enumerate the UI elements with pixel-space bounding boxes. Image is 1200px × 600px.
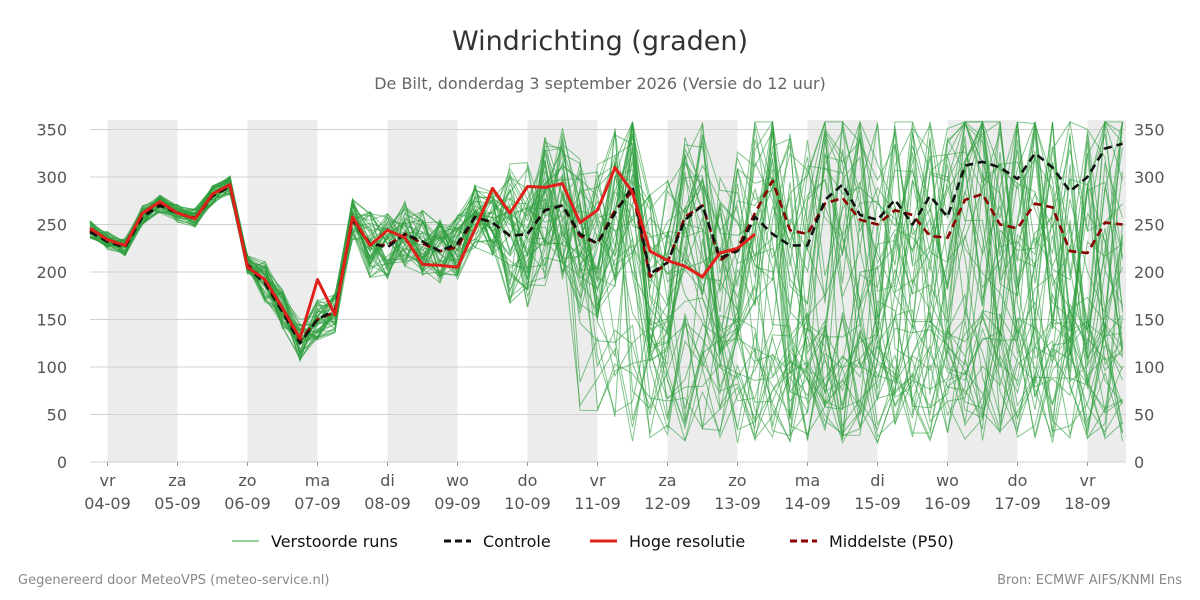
x-tick-date-11: 11-09 [574,494,621,513]
shaded-band-0 [107,120,178,462]
ensemble-run-34 [89,121,1123,444]
ensemble-run-40 [89,120,1123,434]
y-tick-right-0: 0 [1134,453,1144,472]
x-tick-date-4: 04-09 [84,494,131,513]
ensemble-run-41 [89,120,1123,441]
ensemble-run-12 [89,120,1123,410]
x-tick-weekday-12: za [658,471,676,490]
x-axis: vr 04-09 za 05-09 zo 06-09 ma 07-09 di 08-09 wo 09-… [84,462,1111,513]
x-tick-weekday-9: wo [446,471,469,490]
legend-label-0: Verstoorde runs [271,532,398,551]
chart-subtitle: De Bilt, donderdag 3 september 2026 (Ver… [374,74,826,93]
legend-label-1: Controle [483,532,551,551]
y-tick-left-350: 350 [36,121,67,140]
x-tick-weekday-16: wo [936,471,959,490]
ensemble-run-45 [89,122,1123,444]
y-tick-left-200: 200 [36,263,67,282]
y-tick-left-50: 50 [47,406,67,425]
x-tick-date-6: 06-09 [224,494,271,513]
main-series [89,142,1123,345]
y-tick-right-350: 350 [1134,121,1165,140]
x-tick-date-7: 07-09 [294,494,341,513]
ensemble-run-42 [89,121,1123,443]
y-tick-left-0: 0 [57,453,67,472]
footer-source: Bron: ECMWF AIFS/KNMI Ens [997,573,1182,588]
series-hoge-resolutie [89,166,756,340]
x-tick-date-17: 17-09 [994,494,1041,513]
y-tick-right-100: 100 [1134,358,1165,377]
y-tick-left-100: 100 [36,358,67,377]
x-tick-date-8: 08-09 [364,494,411,513]
x-tick-weekday-18: vr [1079,471,1095,490]
x-tick-date-15: 15-09 [854,494,901,513]
x-tick-weekday-8: di [380,471,395,490]
y-tick-left-150: 150 [36,311,67,330]
y-tick-right-150: 150 [1134,311,1165,330]
ensemble-run-47 [89,121,1123,438]
x-tick-date-5: 05-09 [154,494,201,513]
y-axis-left: 0 50 100 150 200 250 300 350 [36,121,67,473]
x-tick-date-18: 18-09 [1064,494,1111,513]
ensemble-run-43 [89,120,1123,337]
y-tick-right-300: 300 [1134,168,1165,187]
x-tick-date-16: 16-09 [924,494,971,513]
y-tick-left-300: 300 [36,168,67,187]
chart-title: Windrichting (graden) [452,26,748,57]
x-tick-date-9: 09-09 [434,494,481,513]
ensemble-runs [89,119,1123,445]
x-tick-weekday-13: zo [728,471,746,490]
x-tick-date-10: 10-09 [504,494,551,513]
x-tick-weekday-11: vr [589,471,605,490]
legend-label-2: Hoge resolutie [629,532,745,551]
ensemble-run-49 [89,139,1123,441]
x-tick-weekday-5: za [168,471,186,490]
legend: Verstoorde runs Controle Hoge resolutie Mid… [232,532,954,551]
x-tick-weekday-6: zo [238,471,256,490]
x-tick-date-13: 13-09 [714,494,761,513]
y-tick-left-250: 250 [36,216,67,235]
x-tick-weekday-17: do [1008,471,1028,490]
footer-generated-by: Gegenereerd door MeteoVPS (meteo-service… [18,573,329,588]
ensemble-run-48 [89,129,1123,437]
y-tick-right-200: 200 [1134,263,1165,282]
x-tick-weekday-7: ma [305,471,330,490]
x-tick-weekday-10: do [518,471,538,490]
x-tick-weekday-15: di [870,471,885,490]
y-axis-right: 0 50 100 150 200 250 300 350 [1134,121,1165,473]
ensemble-run-24 [89,121,1123,443]
x-tick-date-14: 14-09 [784,494,831,513]
series-controle [89,142,1123,345]
x-tick-date-12: 12-09 [644,494,691,513]
shaded-band-2 [387,120,458,462]
y-tick-right-50: 50 [1134,406,1154,425]
y-tick-right-250: 250 [1134,216,1165,235]
x-tick-weekday-14: ma [795,471,820,490]
x-tick-weekday-4: vr [99,471,115,490]
legend-label-3: Middelste (P50) [829,532,954,551]
